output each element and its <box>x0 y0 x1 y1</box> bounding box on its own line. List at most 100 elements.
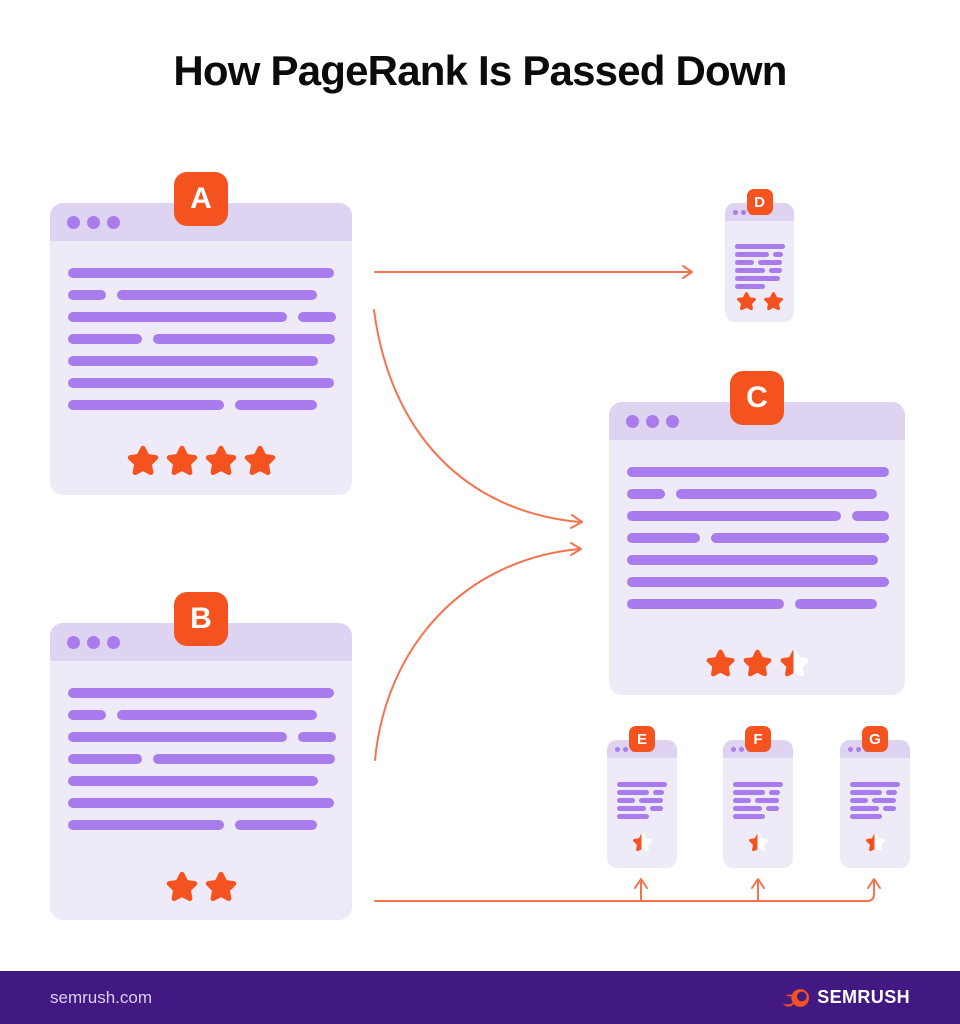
text-line <box>68 710 106 720</box>
text-line <box>117 290 317 300</box>
text-line <box>68 378 334 388</box>
page-label-badge-c: C <box>730 371 784 425</box>
window-dot <box>67 635 80 649</box>
window-dot <box>741 209 746 215</box>
text-line <box>852 511 889 521</box>
text-line <box>298 312 336 322</box>
text-line <box>153 754 335 764</box>
text-line <box>68 732 288 742</box>
text-lines <box>735 244 785 292</box>
window-dot <box>856 746 861 752</box>
rating-stars <box>840 832 910 853</box>
text-line <box>766 806 779 811</box>
page-window-g: G <box>840 726 910 868</box>
star-icon <box>743 649 771 677</box>
text-line <box>617 782 667 787</box>
page-label-badge-g: G <box>862 726 888 752</box>
window-dot <box>107 215 120 229</box>
page-label-badge-e: E <box>629 726 655 752</box>
text-line <box>68 334 142 344</box>
text-line <box>627 599 784 609</box>
rating-stars <box>723 832 793 853</box>
text-line <box>733 806 762 811</box>
arrow-a-to-d <box>374 265 693 279</box>
semrush-flame-icon <box>783 988 810 1007</box>
window-dot <box>87 635 100 649</box>
star-icon <box>205 445 236 476</box>
text-line <box>68 312 288 322</box>
text-lines <box>68 688 336 842</box>
text-line <box>68 688 334 698</box>
text-line <box>627 511 842 521</box>
text-line <box>627 467 889 477</box>
window-dot <box>646 414 659 428</box>
text-line <box>68 776 318 786</box>
semrush-logo: SEMRUSH <box>782 985 910 1011</box>
text-line <box>627 577 889 587</box>
text-line <box>710 533 889 543</box>
text-line <box>883 806 896 811</box>
text-lines <box>733 782 784 822</box>
text-line <box>627 555 878 565</box>
window-dot <box>67 215 80 229</box>
text-line <box>617 798 635 803</box>
footer-bar: semrush.com SEMRUSH <box>0 971 960 1024</box>
text-line <box>769 268 782 273</box>
page-window-c: C <box>609 371 905 695</box>
text-line <box>653 790 664 795</box>
text-line <box>735 244 785 249</box>
semrush-wordmark: SEMRUSH <box>817 987 910 1007</box>
text-line <box>676 489 877 499</box>
text-line <box>153 334 335 344</box>
window-dot <box>739 746 744 752</box>
text-lines <box>68 268 336 422</box>
text-line <box>68 798 334 808</box>
window-dot <box>107 635 120 649</box>
text-line <box>773 252 783 257</box>
star-icon <box>166 445 197 476</box>
text-line <box>68 356 318 366</box>
star-icon <box>205 871 236 902</box>
text-line <box>235 400 317 410</box>
star-icon <box>736 292 756 311</box>
rating-stars <box>725 291 794 312</box>
text-line <box>68 820 224 830</box>
page-window-d: D <box>725 189 794 322</box>
text-line <box>850 806 879 811</box>
text-line <box>735 284 765 289</box>
text-line <box>735 276 780 281</box>
page-label-badge-a: A <box>174 172 228 226</box>
text-line <box>68 268 334 278</box>
text-line <box>886 790 897 795</box>
window-dot <box>666 414 679 428</box>
text-line <box>733 798 751 803</box>
page-window-a: A <box>50 172 352 495</box>
text-line <box>850 798 868 803</box>
text-line <box>235 820 317 830</box>
rating-stars <box>50 444 352 478</box>
star-icon <box>127 445 158 476</box>
star-icon <box>763 292 783 311</box>
text-lines <box>617 782 668 822</box>
half-star-icon <box>780 649 808 677</box>
text-line <box>733 782 783 787</box>
arrow-b-to-c <box>374 542 582 761</box>
page-window-f: F <box>723 726 793 868</box>
infographic-title: How PageRank Is Passed Down <box>173 47 787 94</box>
star-icon <box>166 871 197 902</box>
text-line <box>68 754 142 764</box>
arrow-b-to-efg <box>374 878 881 902</box>
page-label-badge-d: D <box>746 189 773 215</box>
text-line <box>735 252 769 257</box>
text-line <box>617 806 646 811</box>
text-line <box>733 814 765 819</box>
text-line <box>298 732 336 742</box>
text-line <box>639 798 663 803</box>
text-line <box>735 260 754 265</box>
half-star-icon <box>632 833 652 852</box>
window-dot <box>731 746 736 752</box>
text-line <box>617 790 649 795</box>
text-line <box>850 782 900 787</box>
text-line <box>850 790 882 795</box>
